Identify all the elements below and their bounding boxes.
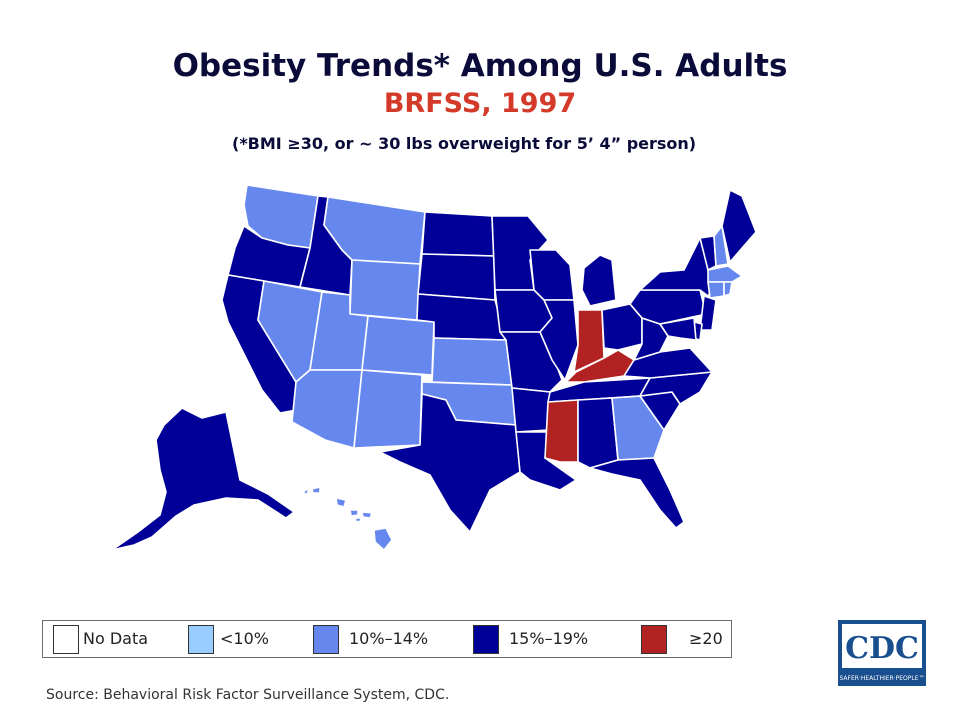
bmi-footnote: (*BMI ≥30, or ~ 30 lbs overweight for 5’… xyxy=(232,134,697,153)
map-title: Obesity Trends* Among U.S. Adults xyxy=(172,48,788,84)
map-legend: No Data <10% 10%–14% 15%–19% ≥20 xyxy=(42,620,732,658)
cdc-logo-text: CDC xyxy=(845,631,919,666)
state-al xyxy=(577,397,619,469)
legend-label-no-data: No Data xyxy=(83,629,149,648)
state-wi xyxy=(529,249,575,301)
state-hi xyxy=(302,486,393,551)
state-fl xyxy=(589,457,685,529)
state-mi xyxy=(581,254,617,307)
state-wy xyxy=(349,259,421,321)
legend-label-lt10: <10% xyxy=(220,629,269,648)
state-ct xyxy=(707,281,725,299)
state-me xyxy=(721,189,757,263)
state-az xyxy=(291,369,363,449)
us-choropleth-map xyxy=(111,184,757,551)
state-nm xyxy=(353,369,423,449)
state-co xyxy=(361,315,435,376)
cdc-logo-tagline: SAFER·HEALTHIER·PEOPLE™ xyxy=(840,675,925,682)
state-ak xyxy=(111,407,295,551)
legend-swatch-10-14 xyxy=(313,625,339,654)
state-il xyxy=(539,299,579,381)
state-ma xyxy=(707,265,743,283)
state-nd xyxy=(421,211,495,257)
legend-label-10-14: 10%–14% xyxy=(349,629,429,648)
state-nj xyxy=(699,295,717,331)
legend-label-15-19: 15%–19% xyxy=(509,629,589,648)
legend-swatch-15-19 xyxy=(473,625,499,654)
state-ri xyxy=(723,281,733,297)
state-nh xyxy=(713,225,729,267)
legend-label-ge20: ≥20 xyxy=(689,629,723,648)
state-ms xyxy=(544,399,579,463)
legend-swatch-ge20 xyxy=(641,625,667,654)
cdc-logo: CDC SAFER·HEALTHIER·PEOPLE™ xyxy=(838,620,926,686)
state-tx xyxy=(379,393,521,533)
source-citation: Source: Behavioral Risk Factor Surveilla… xyxy=(46,687,450,703)
legend-swatch-no-data xyxy=(53,625,79,654)
state-ks xyxy=(431,337,513,386)
state-sd xyxy=(417,253,496,301)
state-md xyxy=(659,317,697,341)
legend-swatch-lt10 xyxy=(188,625,214,654)
state-ar xyxy=(511,387,551,433)
map-subtitle: BRFSS, 1997 xyxy=(383,88,577,119)
